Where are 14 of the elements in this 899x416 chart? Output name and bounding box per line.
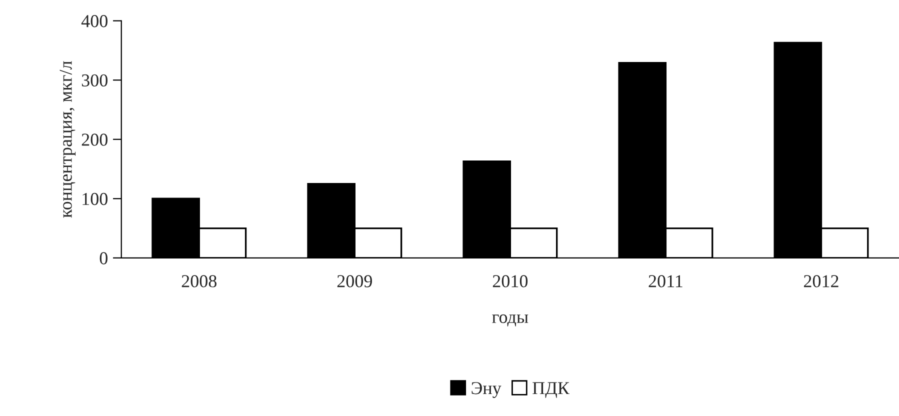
x-tick-label: 2008 — [182, 275, 216, 288]
y-tick-label: 200 — [82, 134, 108, 146]
x-tick-label: 2012 — [804, 275, 838, 288]
y-tick-label: 100 — [82, 192, 108, 206]
x-tick-label: 2009 — [337, 275, 372, 288]
y-axis-title: концентрация, мкг/л — [60, 61, 76, 218]
x-axis-title: годы — [492, 314, 528, 326]
y-tick-label: 300 — [82, 74, 108, 87]
y-tick-label: 400 — [81, 15, 108, 28]
legend-label: ПДК — [532, 382, 570, 398]
x-tick-label: 2010 — [492, 275, 528, 288]
x-tick-label: 2011 — [648, 275, 682, 288]
y-tick-label: 0 — [100, 252, 108, 264]
legend-label: Эну — [472, 382, 502, 398]
